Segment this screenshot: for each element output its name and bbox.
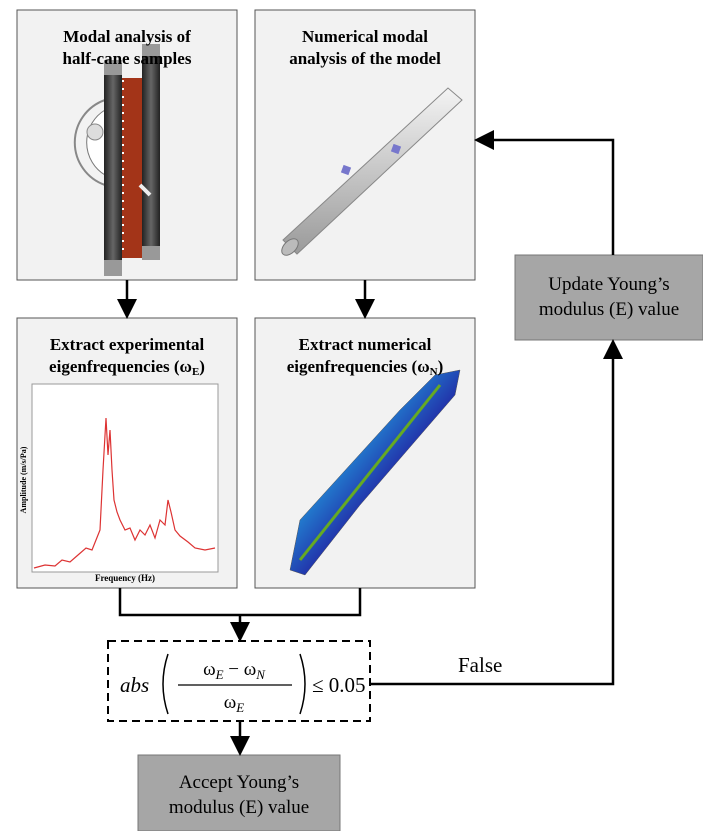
box-title: Modal analysis of (63, 27, 191, 46)
title-part: eigenfrequencies (ω (49, 357, 192, 376)
part: ω (224, 692, 237, 713)
condition: ≤ 0.05 (312, 673, 366, 697)
denominator: ωE (224, 692, 245, 715)
box-title: eigenfrequencies (ωE) (49, 357, 205, 378)
title-part: ) (199, 357, 205, 376)
box-title: analysis of the model (289, 49, 441, 68)
paren (162, 653, 169, 715)
decision-box (107, 640, 371, 722)
box-title: Extract experimental (50, 335, 205, 354)
subscript: E (235, 700, 244, 715)
arrows (117, 130, 623, 756)
subscript: N (255, 667, 266, 682)
subscript: E (215, 667, 224, 682)
update-text: Update Young’s (548, 274, 669, 295)
false-label: False (458, 653, 502, 677)
update-text: modulus (E) value (539, 299, 679, 320)
title-part: eigenfrequencies (ω (287, 357, 430, 376)
subscript: E (192, 366, 199, 378)
accept-box (137, 754, 341, 831)
illustration-spectrum: Amplitude (m/s/Pa) Frequency (Hz) (19, 383, 219, 583)
paren (299, 653, 306, 715)
box-title: Extract numerical (299, 335, 432, 354)
box-title: eigenfrequencies (ωN) (287, 357, 444, 378)
subscript: N (430, 366, 438, 378)
part: − ω (224, 659, 257, 680)
illustration-fea (289, 369, 461, 576)
illustration-sample (73, 44, 160, 276)
box-title: half-cane samples (63, 49, 192, 68)
accept-text: modulus (E) value (169, 797, 309, 818)
x-axis-label: Frequency (Hz) (95, 573, 155, 583)
y-axis-label: Amplitude (m/s/Pa) (19, 446, 28, 513)
title-part: ) (438, 357, 444, 376)
texts: Modal analysis of half-cane samples Numeri… (49, 27, 679, 818)
formula-abs: abs (120, 673, 149, 697)
update-box (514, 254, 703, 341)
numerator: ωE − ωN (203, 659, 266, 682)
part: ω (203, 659, 216, 680)
accept-text: Accept Young’s (179, 772, 299, 793)
box-title: Numerical modal (302, 27, 428, 46)
illustration-model (281, 87, 463, 256)
